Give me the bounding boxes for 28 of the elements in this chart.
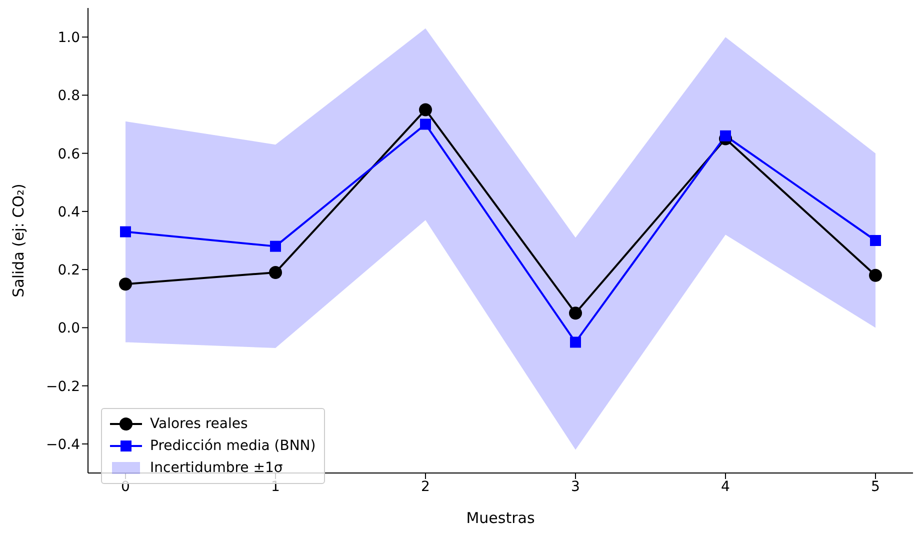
point [720,130,731,142]
point [420,118,431,130]
y-axis-title: Salida (ej: CO₂) [9,184,28,298]
point [869,268,882,282]
annotation: Incertidumbre ±1σ [150,460,283,476]
y-tick-label: 1.0 [58,30,80,46]
point [120,226,131,238]
point [569,306,582,320]
y-tick-label: 0.4 [58,204,80,220]
x-tick-label: 4 [721,478,730,495]
x-tick-label: 3 [571,478,580,495]
y-tick-label: 0.8 [58,88,80,104]
y-tick-label: −0.4 [46,436,80,453]
point [570,336,581,348]
y-tick-label: 0.0 [58,320,80,337]
x-tick-label: 2 [421,478,430,495]
legend-label: Valores reales [150,416,248,432]
x-tick-label: 5 [871,478,880,495]
point [270,240,281,252]
point [870,235,881,246]
legend-label: Predicción media (BNN) [150,438,316,454]
y-tick-label: 0.6 [58,146,80,162]
point [269,266,282,279]
y-tick-label: −0.2 [46,378,80,395]
point [119,278,132,291]
point [419,103,432,116]
y-tick-label: 0.2 [58,262,80,279]
x-axis-title: Muestras [466,509,535,527]
